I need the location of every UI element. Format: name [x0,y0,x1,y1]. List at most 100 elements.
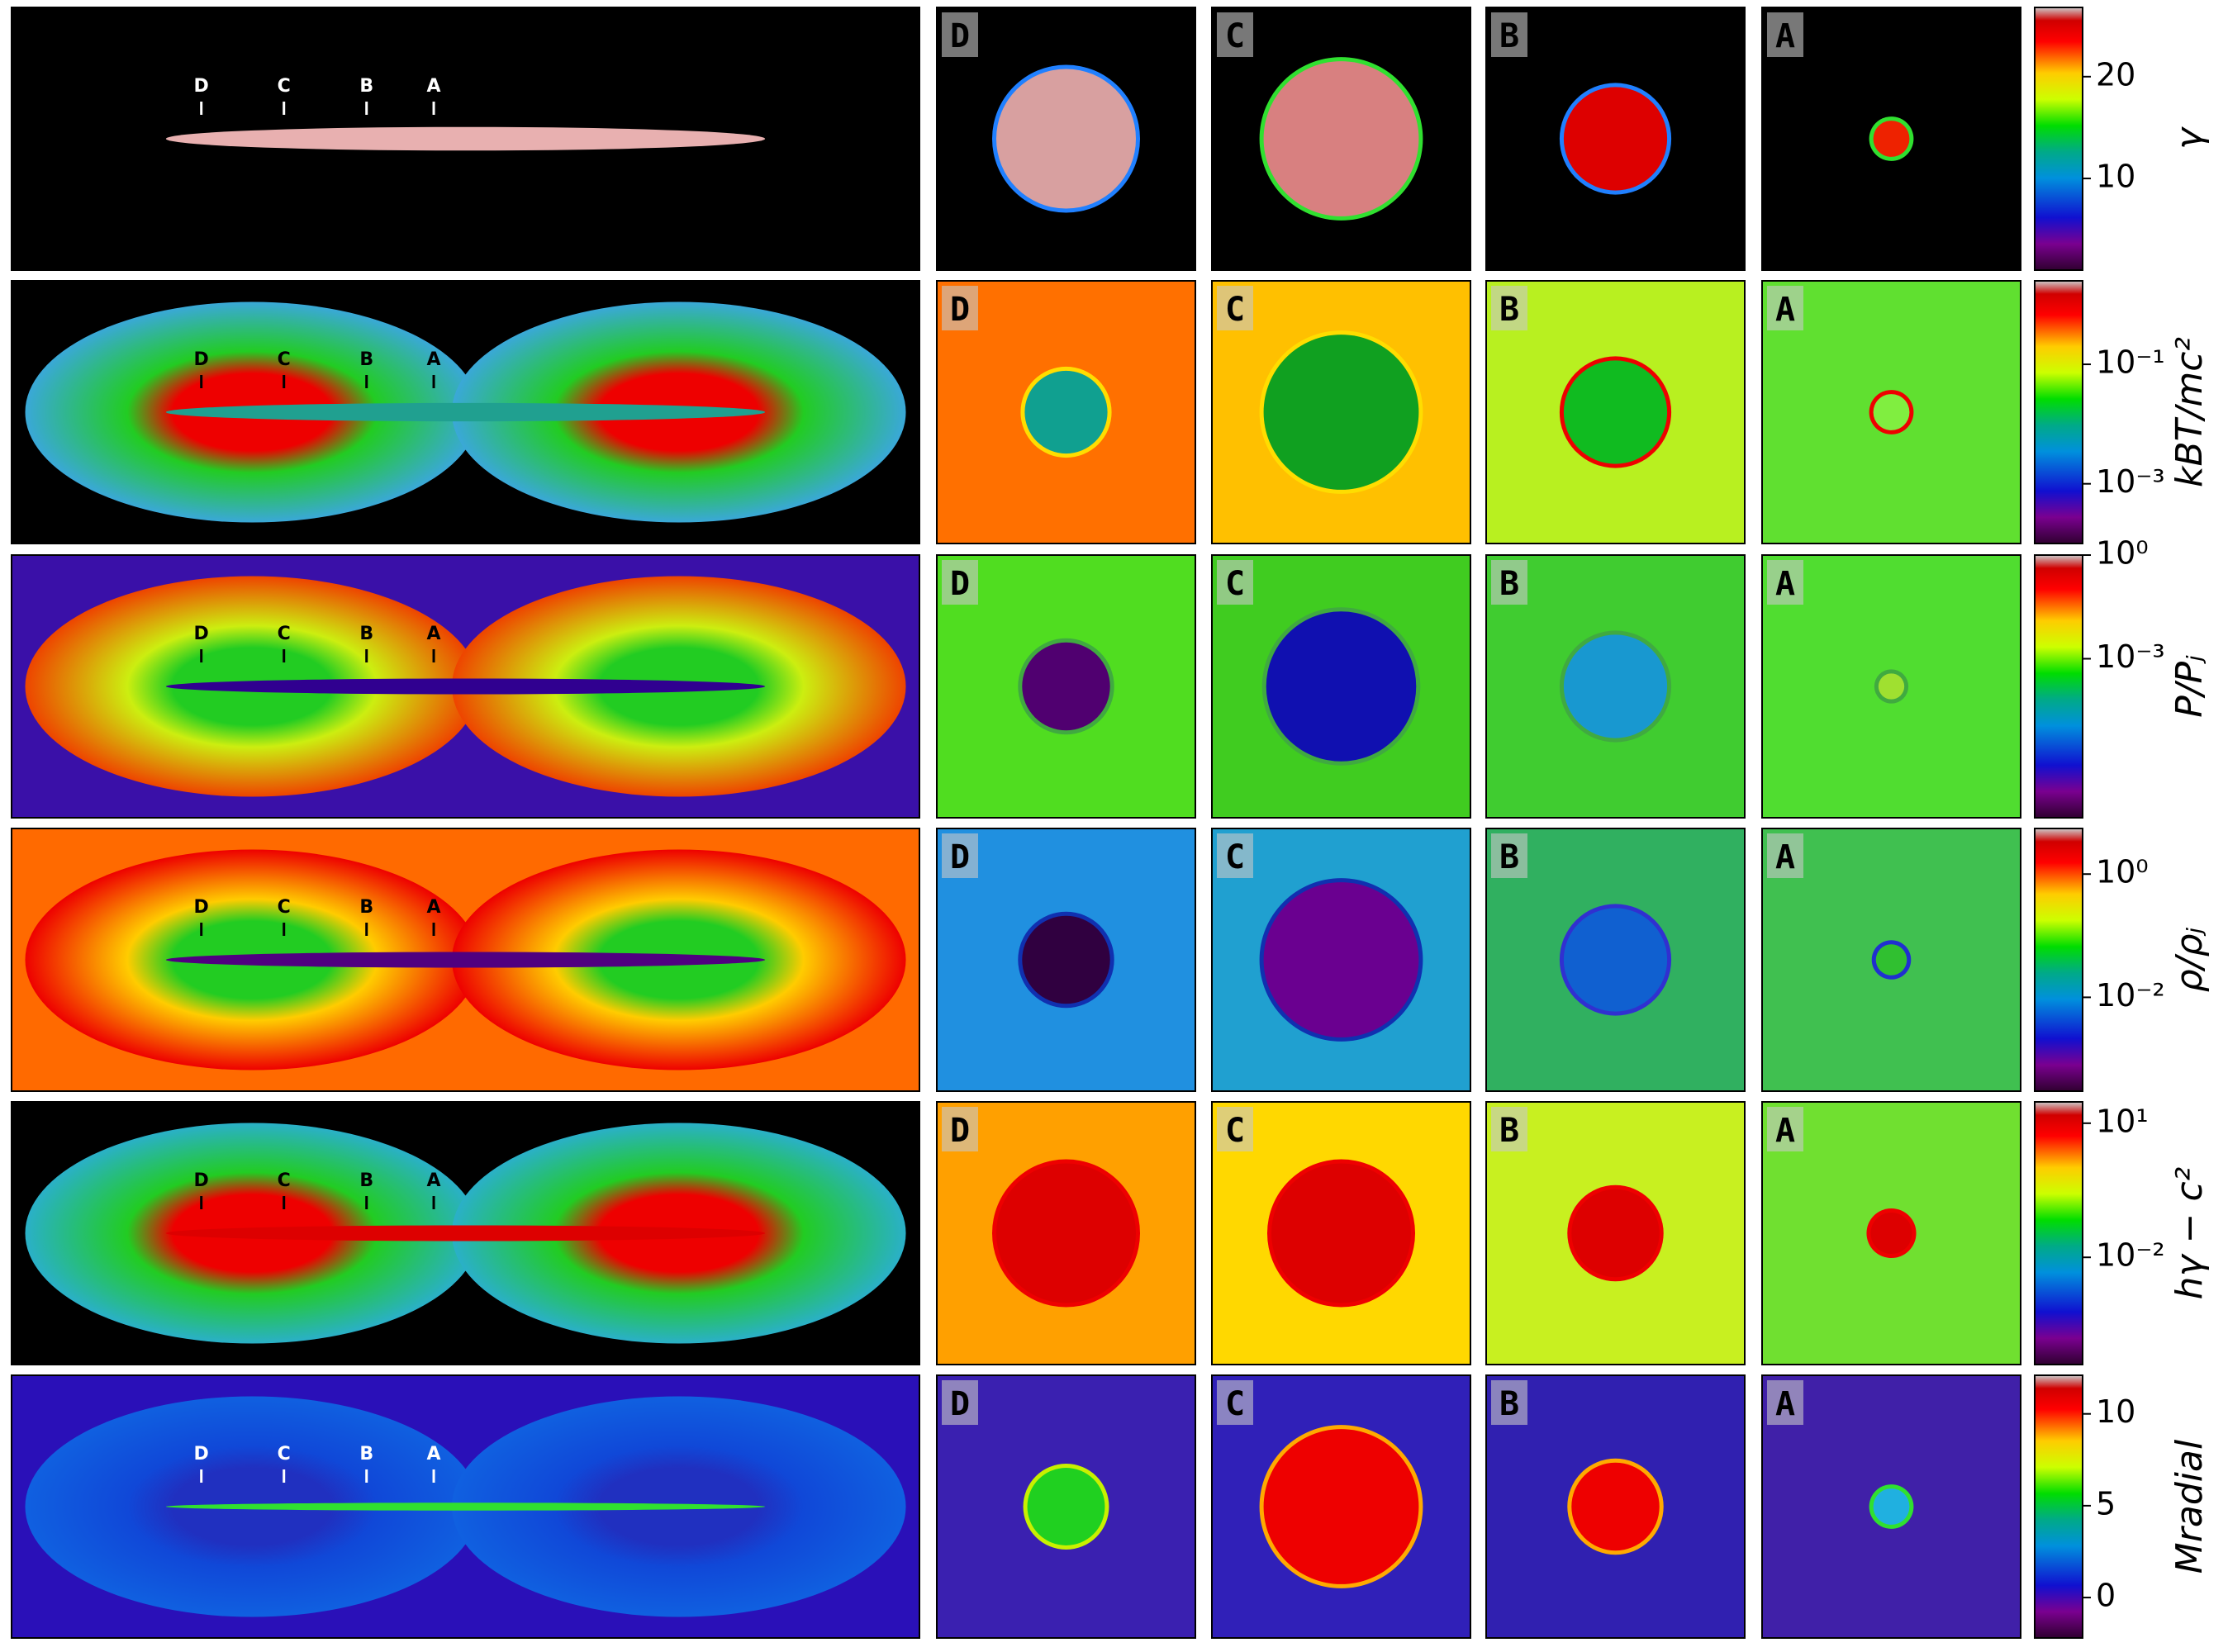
cut-label: A [427,1170,441,1191]
cross-section-panel: C [1211,828,1471,1092]
panel-frame [936,828,1196,1092]
cut-label: C [278,624,291,644]
letter-box [1217,12,1253,57]
panel-letter: A [1775,838,1795,876]
colorbar [2034,1374,2083,1639]
panel-frame [1485,554,1746,819]
letter-box [1491,12,1527,57]
panel-letter: C [1225,17,1245,55]
cut-label: C [278,1444,291,1464]
letter-box [942,1107,978,1151]
colorbar-tick-label: 10⁻¹ [2096,344,2165,381]
jet-cross-section [1263,335,1419,490]
panel-letter: B [1499,17,1519,55]
panel-frame [1761,828,2021,1092]
panel-letter: A [1775,1112,1795,1150]
letter-box [1491,286,1527,330]
quantity-label: P/Pⱼ [2169,655,2211,718]
cut-label: C [278,349,291,370]
panel-letter: D [950,838,970,876]
jet-cross-section [1571,1189,1660,1278]
panel-frame [1761,1374,2021,1639]
cross-section-panel: D [936,828,1196,1092]
cross-section-panel: C [1211,1101,1471,1365]
panel-frame [1761,280,2021,544]
jet-cross-section [1571,1462,1660,1551]
cross-section-panel: C [1211,1374,1471,1639]
cut-label: B [359,349,373,370]
panel-letter: D [950,291,970,329]
jet-cross-section [1873,121,1910,157]
cross-section-panel: A [1761,280,2021,544]
jet [165,126,766,151]
letter-box [942,560,978,605]
panel-frame [1485,828,1746,1092]
cut-label: D [194,349,209,370]
panel-frame [1761,7,2021,271]
quantity-label: Mradial [2169,1439,2211,1574]
panel-frame [11,280,920,544]
cut-label: A [427,349,441,370]
letter-box [1767,286,1803,330]
colorbar-tick-label: 5 [2096,1485,2116,1521]
cross-section-panel: A [1761,828,2021,1092]
cut-label: D [194,624,209,644]
colorbar-tick-label: 10⁻² [2096,977,2165,1014]
jet-cross-section [1022,642,1110,731]
panel-letter: B [1499,838,1519,876]
jet-cross-section [1563,634,1668,738]
cross-section-panel: D [936,1101,1196,1365]
cut-label: B [359,1444,373,1464]
panel-frame [1761,1101,2021,1365]
colorbar-tick-label: 10⁰ [2096,854,2149,890]
cross-section-panel: A [1761,1101,2021,1365]
letter-box [1217,560,1253,605]
quantity-label: γ [2169,126,2211,150]
panel-frame [1211,1101,1471,1365]
cross-section-panel: B [1485,1101,1746,1365]
cut-label: D [194,76,209,97]
colorbar-tick-label: 10⁻³ [2096,463,2165,500]
cross-section-panel: A [1761,554,2021,819]
colorbar-tick-label: 20 [2096,56,2135,93]
panel-frame [1211,280,1471,544]
letter-box [1767,1107,1803,1151]
cross-section-panel: D [936,554,1196,819]
quantity-label: hγ − c² [2169,1167,2211,1300]
panel-frame [1485,1374,1746,1639]
cut-label: D [194,1170,209,1191]
letter-box [942,1380,978,1425]
cross-section-panel: D [936,1374,1196,1639]
colorbar [2034,1101,2083,1365]
letter-box [1217,833,1253,878]
jet [165,678,766,695]
panel-letter: C [1225,565,1245,603]
jet-cross-section [1024,370,1108,454]
jet-cross-section [1263,61,1419,216]
letter-box [942,286,978,330]
cut-label: B [359,624,373,644]
panel-frame [1485,1101,1746,1365]
jet-cross-section [1263,882,1419,1037]
panel-frame [1485,280,1746,544]
cross-section-panel: A [1761,1374,2021,1639]
cut-label: B [359,897,373,918]
panel-frame [11,7,920,271]
cross-section-panel: A [1761,7,2021,271]
cut-label: D [194,1444,209,1464]
panel-frame [11,828,920,1092]
jet-cross-section [995,1163,1137,1303]
cut-label: A [427,1444,441,1464]
letter-box [1217,1380,1253,1425]
cross-section-panel: B [1485,7,1746,271]
jet-cross-section [995,69,1137,209]
quantity-label: kBT/mc² [2169,337,2211,487]
letter-box [942,833,978,878]
letter-box [1767,12,1803,57]
